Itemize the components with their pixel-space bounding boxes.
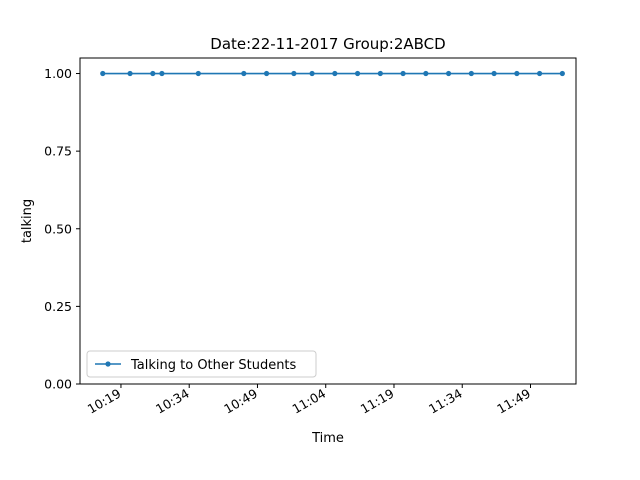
legend-marker-swatch <box>105 361 111 367</box>
data-point <box>100 70 106 77</box>
data-point <box>127 70 133 77</box>
y-tick-label: 1.00 <box>44 66 72 81</box>
legend-label: Talking to Other Students <box>130 358 297 373</box>
y-axis-label: talking <box>20 199 35 243</box>
plot-area <box>79 57 577 385</box>
y-tick-label: 0.00 <box>44 377 72 392</box>
data-point <box>150 70 156 77</box>
y-tick-label: 0.75 <box>44 144 72 159</box>
data-point <box>400 70 406 77</box>
chart-title: Date:22-11-2017 Group:2ABCD <box>210 35 445 53</box>
data-point <box>195 70 201 77</box>
y-axis: 0.00 0.25 0.50 0.75 1.00 <box>44 66 80 392</box>
y-tick-label: 0.50 <box>44 221 72 236</box>
legend: Talking to Other Students <box>86 350 317 378</box>
data-point <box>309 70 315 77</box>
data-point <box>159 70 165 77</box>
x-tick-label: 10:19 <box>85 386 124 417</box>
data-point <box>354 70 361 77</box>
x-tick-label: 11:34 <box>426 386 465 417</box>
data-point <box>377 70 383 77</box>
data-point <box>559 70 565 77</box>
x-tick-label: 11:49 <box>494 386 533 417</box>
data-point <box>491 70 497 77</box>
legend-box <box>86 350 317 378</box>
x-tick-label: 11:19 <box>358 386 397 417</box>
data-point <box>445 70 452 77</box>
data-point <box>263 70 270 77</box>
data-point <box>241 70 247 77</box>
x-tick-label: 10:49 <box>221 386 260 417</box>
x-axis-label: Time <box>311 431 344 446</box>
data-point <box>536 70 543 77</box>
data-point <box>468 70 474 77</box>
x-tick-label: 11:04 <box>290 386 329 417</box>
data-point <box>291 70 297 77</box>
x-axis: 10:19 10:34 10:49 11:04 11:19 11:34 11:49 <box>85 384 533 417</box>
data-point <box>332 70 338 77</box>
data-point <box>514 70 520 77</box>
data-point <box>423 70 429 77</box>
y-tick-label: 0.25 <box>44 299 72 314</box>
series-group <box>100 70 565 77</box>
x-tick-label: 10:34 <box>153 386 192 417</box>
